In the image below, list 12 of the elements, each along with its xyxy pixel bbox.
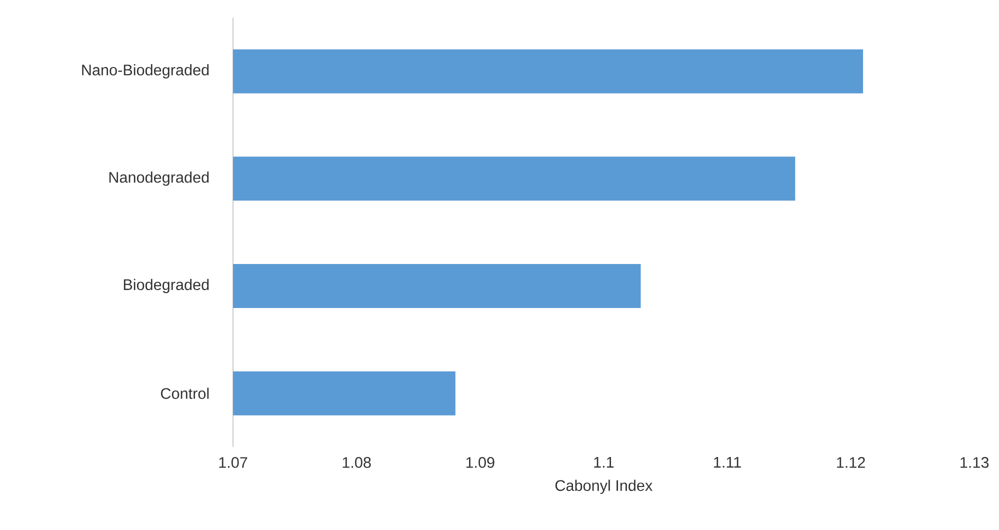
x-tick-label: 1.08 — [342, 457, 371, 468]
y-tick-label: Nano-Biodegraded — [82, 64, 209, 78]
x-tick-label: 1.09 — [466, 457, 494, 468]
x-tick-label: 1.07 — [219, 457, 248, 468]
y-tick-label: Nanodegraded — [109, 172, 209, 186]
x-tick-label: 1.1 — [594, 457, 614, 468]
y-tick-label: Biodegraded — [124, 278, 209, 294]
x-tick-label: 1.11 — [714, 457, 741, 468]
x-tick-label: 1.12 — [837, 457, 865, 468]
y-tick-label: Control — [160, 388, 209, 399]
x-tick-label: 1.13 — [960, 457, 989, 468]
x-axis-title: Cabonyl Index — [555, 480, 652, 494]
